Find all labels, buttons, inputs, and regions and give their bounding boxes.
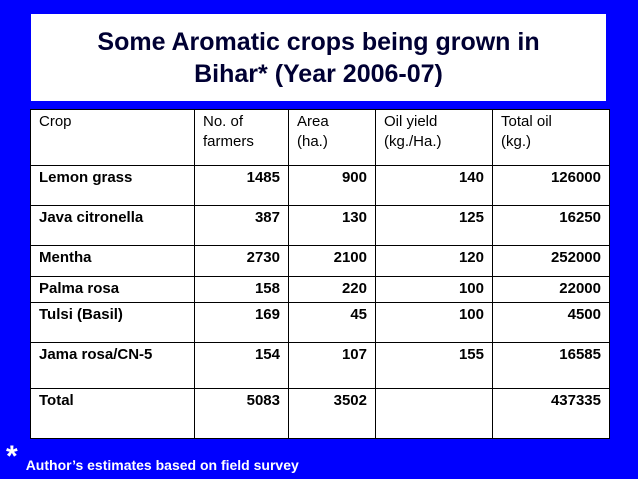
cell-area: 3502 bbox=[288, 388, 376, 439]
cell-farmers: 158 bbox=[194, 276, 289, 303]
footnote-marker: * bbox=[6, 440, 18, 473]
cell-total-oil: 437335 bbox=[492, 388, 610, 439]
footnote: * Author’s estimates based on field surv… bbox=[6, 440, 299, 478]
cell-crop: Palma rosa bbox=[30, 276, 195, 303]
data-table: Crop No. of farmers Area (ha.) Oil yield (k… bbox=[30, 109, 610, 439]
header-oil-yield: Oil yield (kg./Ha.) bbox=[375, 109, 493, 166]
table-row: Mentha 2730 2100 120 252000 bbox=[30, 245, 610, 277]
table-total-row: Total 5083 3502 437335 bbox=[30, 388, 610, 439]
header-farmers: No. of farmers bbox=[194, 109, 289, 166]
table-row: Java citronella 387 130 125 16250 bbox=[30, 205, 610, 246]
cell-farmers: 387 bbox=[194, 205, 289, 246]
cell-oil-yield: 155 bbox=[375, 342, 493, 389]
cell-oil-yield bbox=[375, 388, 493, 439]
cell-oil-yield: 100 bbox=[375, 302, 493, 343]
cell-crop: Jama rosa/CN-5 bbox=[30, 342, 195, 389]
cell-farmers: 1485 bbox=[194, 165, 289, 206]
cell-crop: Java citronella bbox=[30, 205, 195, 246]
title-line-1: Some Aromatic crops being grown in bbox=[97, 27, 540, 56]
cell-farmers: 2730 bbox=[194, 245, 289, 277]
cell-total-oil: 126000 bbox=[492, 165, 610, 206]
cell-area: 2100 bbox=[288, 245, 376, 277]
cell-crop: Tulsi (Basil) bbox=[30, 302, 195, 343]
cell-farmers: 169 bbox=[194, 302, 289, 343]
header-crop: Crop bbox=[30, 109, 195, 166]
footnote-text: Author’s estimates based on field survey bbox=[25, 457, 299, 473]
cell-oil-yield: 100 bbox=[375, 276, 493, 303]
slide-title: Some Aromatic crops being grown in Bihar… bbox=[31, 14, 606, 101]
cell-area: 900 bbox=[288, 165, 376, 206]
table-header-row: Crop No. of farmers Area (ha.) Oil yield (k… bbox=[30, 109, 610, 166]
cell-area: 220 bbox=[288, 276, 376, 303]
cell-oil-yield: 140 bbox=[375, 165, 493, 206]
title-line-2: Bihar* (Year 2006-07) bbox=[194, 59, 443, 88]
cell-farmers: 5083 bbox=[194, 388, 289, 439]
aromatic-crops-table: Crop No. of farmers Area (ha.) Oil yield (k… bbox=[30, 109, 610, 439]
cell-oil-yield: 120 bbox=[375, 245, 493, 277]
table-row: Palma rosa 158 220 100 22000 bbox=[30, 276, 610, 303]
table-row: Lemon grass 1485 900 140 126000 bbox=[30, 165, 610, 206]
table-row: Jama rosa/CN-5 154 107 155 16585 bbox=[30, 342, 610, 389]
cell-area: 45 bbox=[288, 302, 376, 343]
header-total-oil: Total oil (kg.) bbox=[492, 109, 610, 166]
cell-crop: Mentha bbox=[30, 245, 195, 277]
cell-total-oil: 4500 bbox=[492, 302, 610, 343]
table-row: Tulsi (Basil) 169 45 100 4500 bbox=[30, 302, 610, 343]
cell-oil-yield: 125 bbox=[375, 205, 493, 246]
cell-total-oil: 252000 bbox=[492, 245, 610, 277]
cell-area: 107 bbox=[288, 342, 376, 389]
cell-total-oil: 22000 bbox=[492, 276, 610, 303]
cell-total-oil: 16250 bbox=[492, 205, 610, 246]
cell-total-oil: 16585 bbox=[492, 342, 610, 389]
cell-area: 130 bbox=[288, 205, 376, 246]
cell-farmers: 154 bbox=[194, 342, 289, 389]
cell-crop: Total bbox=[30, 388, 195, 439]
cell-crop: Lemon grass bbox=[30, 165, 195, 206]
header-area: Area (ha.) bbox=[288, 109, 376, 166]
